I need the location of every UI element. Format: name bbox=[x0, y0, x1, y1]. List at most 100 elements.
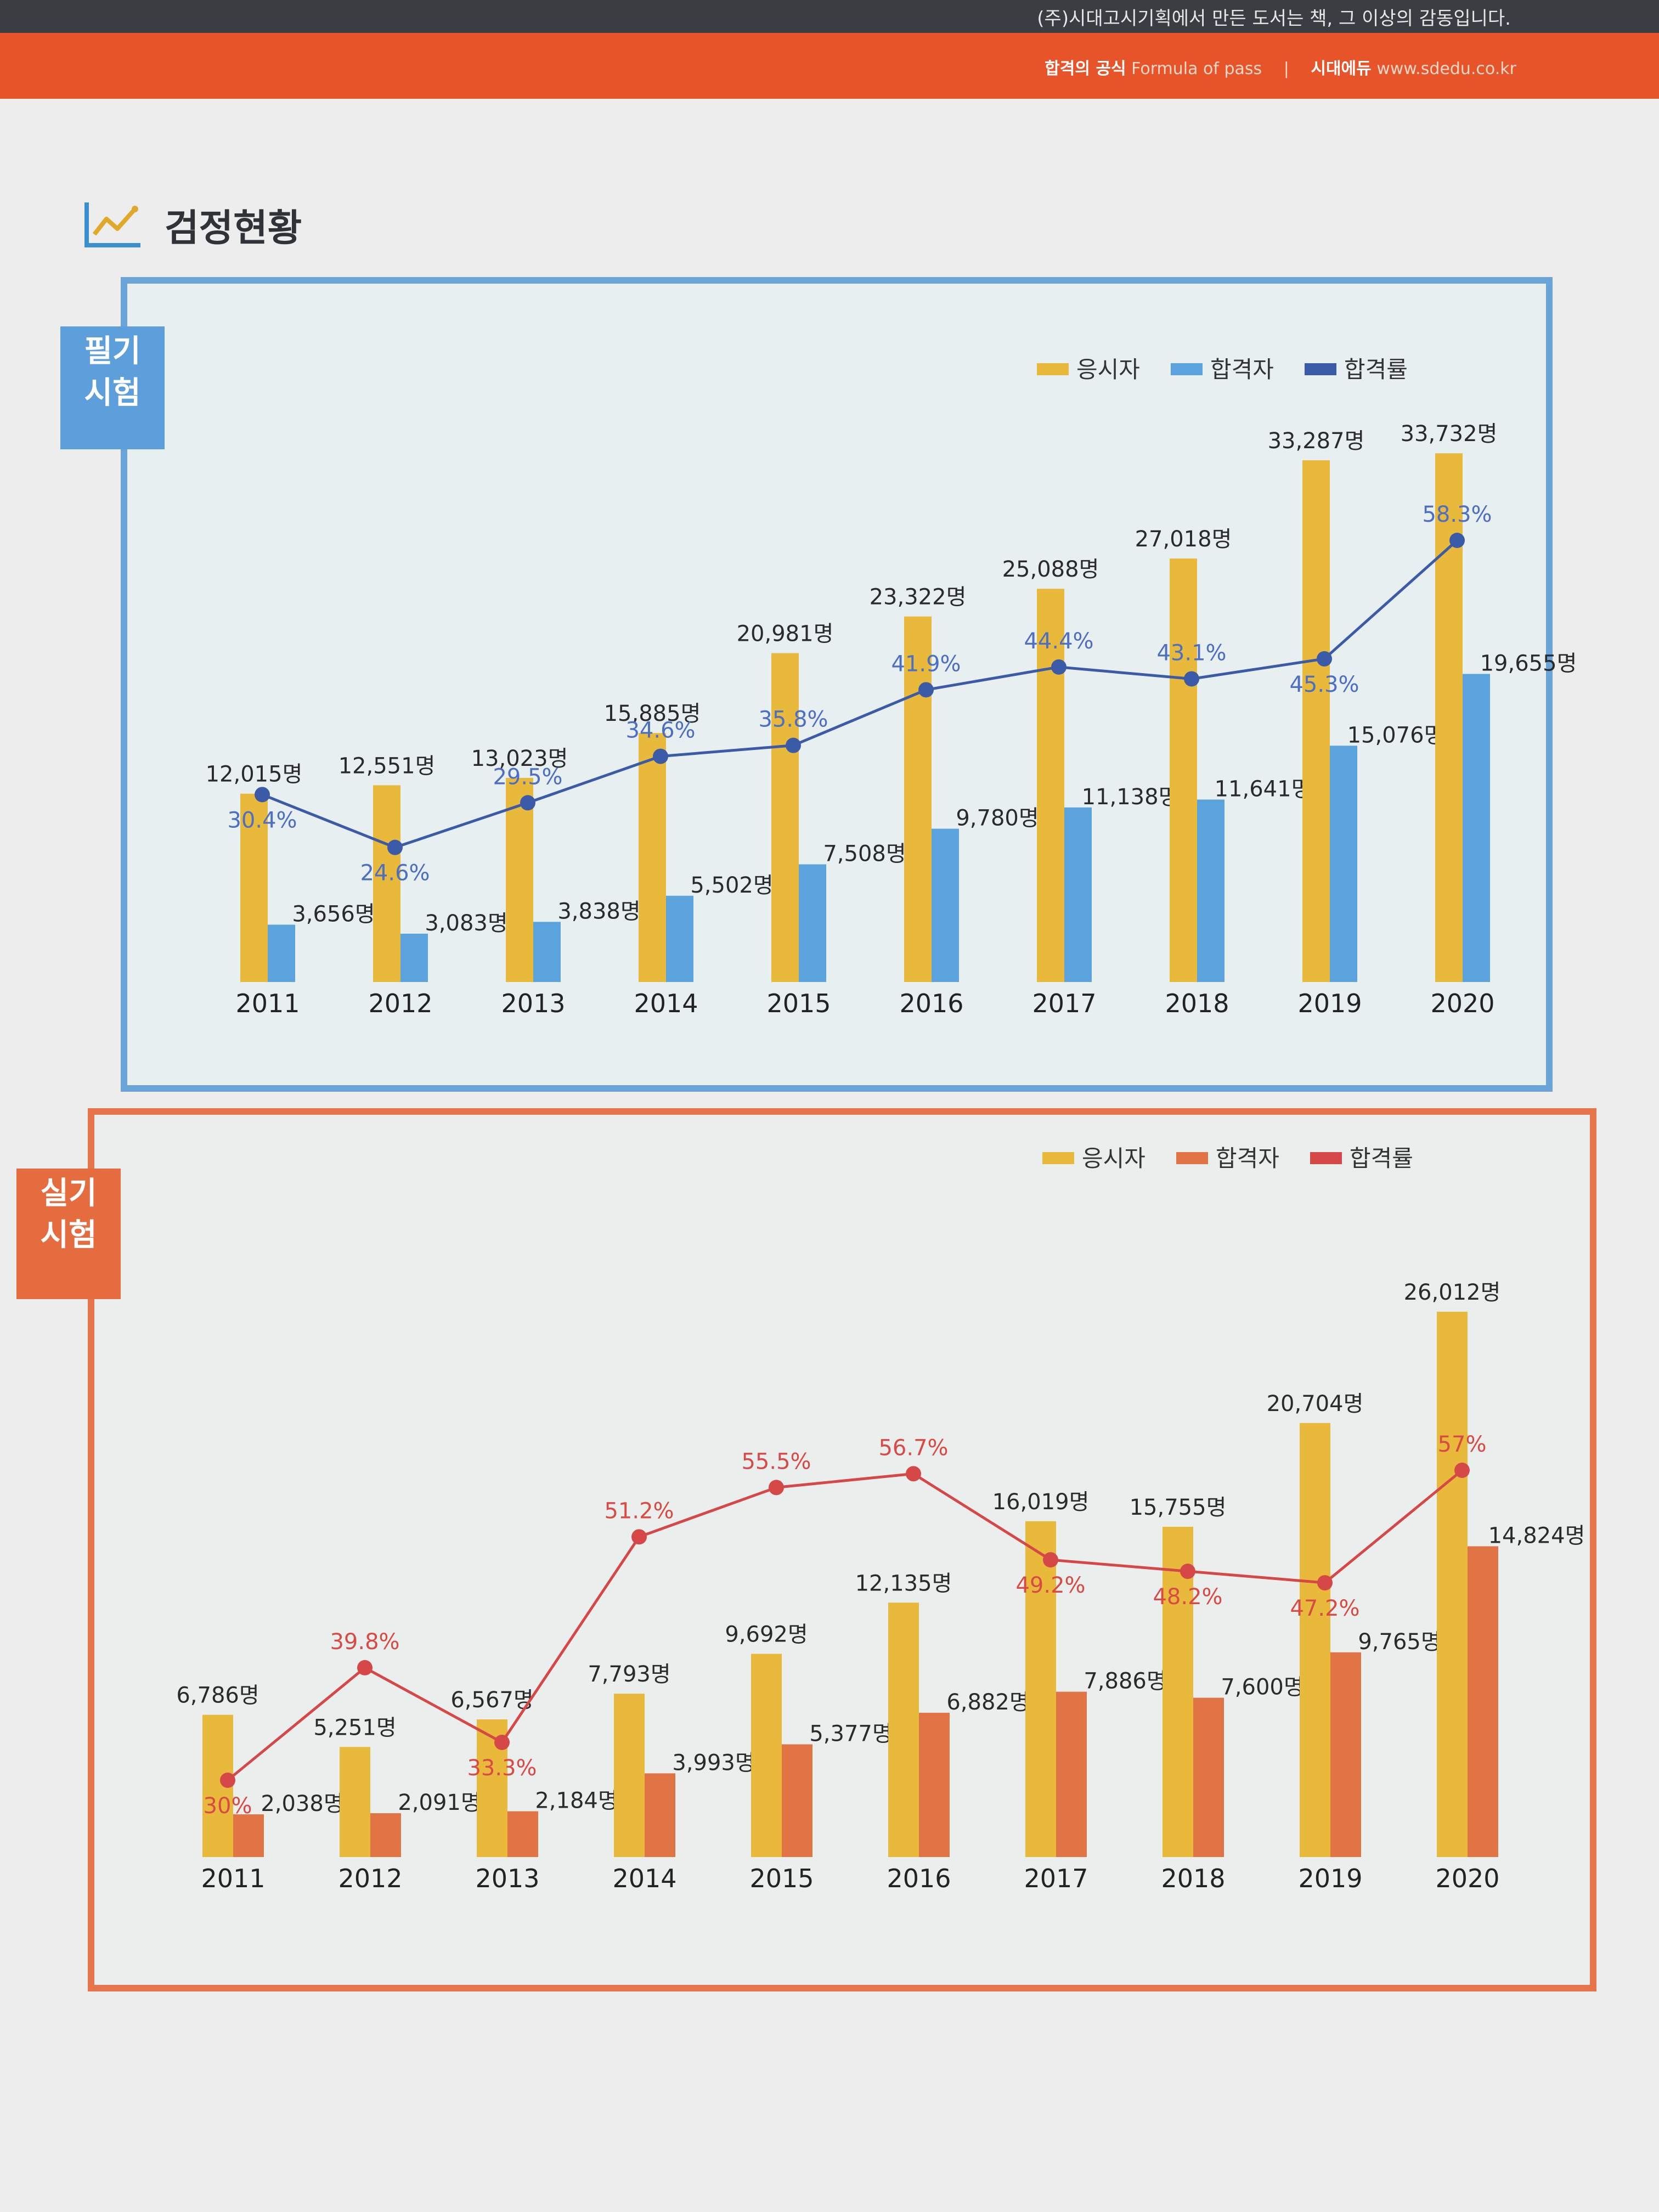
rate-label-2017: 49.2% bbox=[1015, 1573, 1085, 1598]
tick-label-2017: 2017 bbox=[1024, 1864, 1088, 1893]
label-passers-2012: 3,083명 bbox=[425, 911, 507, 936]
label-applicants-2015: 9,692명 bbox=[725, 1622, 808, 1647]
tick-label-2011: 2011 bbox=[201, 1864, 265, 1893]
bar-passers-2019 bbox=[1330, 1652, 1361, 1857]
bar-applicants-2015 bbox=[751, 1654, 782, 1857]
bar-applicants-2016 bbox=[904, 616, 932, 982]
brand-url: www.sdedu.co.kr bbox=[1376, 59, 1516, 78]
brand-name: 시대에듀 bbox=[1311, 59, 1372, 78]
bar-passers-2013 bbox=[533, 922, 561, 982]
bar-passers-2012 bbox=[370, 1813, 401, 1857]
bar-passers-2015 bbox=[799, 864, 826, 982]
bar-passers-2017 bbox=[1056, 1691, 1087, 1857]
tick-label-2014: 2014 bbox=[612, 1864, 676, 1893]
rate-point-2013 bbox=[494, 1734, 510, 1750]
rate-point-2020 bbox=[1454, 1463, 1470, 1478]
tick-label-2012: 2012 bbox=[368, 989, 432, 1018]
label-passers-2019: 9,765명 bbox=[1358, 1629, 1441, 1655]
bar-passers-2016 bbox=[932, 828, 959, 982]
rate-label-2016: 41.9% bbox=[891, 651, 961, 676]
legend-label-1: 합격자 bbox=[1210, 356, 1274, 383]
tick-label-2017: 2017 bbox=[1032, 989, 1096, 1018]
label-passers-2012: 2,091명 bbox=[398, 1790, 481, 1815]
rate-label-2020: 58.3% bbox=[1422, 502, 1492, 527]
bar-applicants-2012 bbox=[340, 1747, 370, 1857]
bar-passers-2018 bbox=[1197, 799, 1224, 982]
rate-label-2020: 57% bbox=[1438, 1432, 1487, 1457]
label-passers-2015: 5,377명 bbox=[809, 1722, 892, 1747]
rate-point-2012 bbox=[387, 839, 403, 855]
rate-point-2015 bbox=[769, 1480, 784, 1496]
rate-label-2017: 44.4% bbox=[1024, 629, 1093, 654]
tick-label-2019: 2019 bbox=[1298, 1864, 1362, 1893]
tick-label-2015: 2015 bbox=[749, 1864, 814, 1893]
bar-applicants-2019 bbox=[1300, 1423, 1330, 1857]
label-passers-2020: 14,824명 bbox=[1488, 1523, 1585, 1549]
tick-label-2016: 2016 bbox=[899, 989, 963, 1018]
rate-label-2015: 55.5% bbox=[741, 1449, 811, 1474]
rate-point-2012 bbox=[357, 1660, 373, 1675]
rate-point-2014 bbox=[631, 1529, 647, 1545]
label-passers-2019: 15,076명 bbox=[1347, 723, 1444, 748]
brand-bar: 합격의 공식 Formula of pass | 시대에듀 www.sdedu.… bbox=[0, 33, 1659, 99]
bar-applicants-2020 bbox=[1435, 453, 1463, 982]
bar-passers-2015 bbox=[782, 1744, 812, 1857]
bar-passers-2014 bbox=[666, 895, 693, 982]
written-tab-line1: 필기 bbox=[84, 334, 141, 369]
rate-line bbox=[262, 539, 1458, 849]
practical-tab-line1: 실기 bbox=[40, 1176, 97, 1211]
publisher-tagline: (주)시대고시기획에서 만든 도서는 책, 그 이상의 감동입니다. bbox=[1037, 8, 1511, 30]
bar-applicants-2015 bbox=[771, 653, 799, 982]
practical-tab-line2: 시험 bbox=[40, 1217, 97, 1253]
written-tab-line2: 시험 bbox=[84, 375, 141, 411]
legend-label-2: 합격률 bbox=[1350, 1145, 1413, 1172]
rate-label-2011: 30.4% bbox=[227, 808, 297, 833]
section-title: 검정현황 bbox=[165, 207, 302, 250]
bar-applicants-2017 bbox=[1037, 589, 1064, 982]
rate-point-2014 bbox=[653, 748, 668, 764]
rate-point-2018 bbox=[1180, 1564, 1195, 1579]
rate-label-2018: 43.1% bbox=[1156, 640, 1226, 665]
bar-passers-2012 bbox=[400, 933, 428, 982]
tick-label-2020: 2020 bbox=[1430, 989, 1494, 1018]
legend-label-1: 합격자 bbox=[1216, 1145, 1279, 1172]
rate-point-2015 bbox=[786, 737, 801, 753]
label-applicants-2016: 23,322명 bbox=[870, 585, 967, 610]
label-applicants-2014: 7,793명 bbox=[588, 1662, 670, 1687]
label-applicants-2014: 15,885명 bbox=[604, 701, 701, 726]
tick-label-2013: 2013 bbox=[475, 1864, 539, 1893]
rate-label-2011: 30% bbox=[204, 1793, 252, 1819]
tick-label-2020: 2020 bbox=[1435, 1864, 1499, 1893]
tick-label-2019: 2019 bbox=[1297, 989, 1362, 1018]
rate-point-2019 bbox=[1317, 1575, 1333, 1591]
top-banner: (주)시대고시기획에서 만든 도서는 책, 그 이상의 감동입니다. bbox=[0, 0, 1659, 33]
rate-point-2011 bbox=[220, 1773, 235, 1788]
label-applicants-2015: 20,981명 bbox=[737, 622, 834, 647]
rate-label-2012: 39.8% bbox=[330, 1629, 399, 1655]
legend-swatch-2 bbox=[1305, 363, 1336, 375]
label-applicants-2019: 33,287명 bbox=[1268, 428, 1365, 454]
label-applicants-2012: 5,251명 bbox=[313, 1715, 396, 1740]
line-chart-icon bbox=[84, 202, 140, 247]
bar-passers-2017 bbox=[1064, 807, 1092, 982]
bar-applicants-2014 bbox=[639, 733, 666, 982]
label-passers-2017: 11,138명 bbox=[1082, 785, 1179, 810]
label-applicants-2013: 6,567명 bbox=[450, 1688, 533, 1713]
rate-point-2018 bbox=[1184, 671, 1199, 687]
bar-passers-2018 bbox=[1193, 1697, 1224, 1857]
legend-swatch-2 bbox=[1310, 1152, 1342, 1164]
label-passers-2016: 9,780명 bbox=[956, 806, 1039, 831]
rate-label-2014: 34.6% bbox=[625, 718, 695, 743]
label-applicants-2011: 6,786명 bbox=[176, 1683, 259, 1708]
bar-passers-2016 bbox=[919, 1713, 950, 1857]
written-exam-chart: 응시자 합격자 합격률 12,015명 3,656명 2011 12,551명 3,083명 2… bbox=[206, 356, 1577, 1018]
bar-passers-2020 bbox=[1463, 674, 1490, 982]
tick-label-2013: 2013 bbox=[501, 989, 565, 1018]
rate-label-2019: 47.2% bbox=[1290, 1596, 1359, 1621]
bar-passers-2019 bbox=[1330, 746, 1357, 982]
rate-label-2019: 45.3% bbox=[1289, 672, 1359, 697]
slogan-strong: 합격의 공식 bbox=[1045, 59, 1126, 78]
rate-label-2013: 29.5% bbox=[493, 764, 562, 789]
label-passers-2014: 3,993명 bbox=[672, 1750, 755, 1775]
practical-exam-chart: 응시자 합격자 합격률 6,786명 2,038명 2011 5,251명 2,091명 201… bbox=[176, 1145, 1585, 1893]
